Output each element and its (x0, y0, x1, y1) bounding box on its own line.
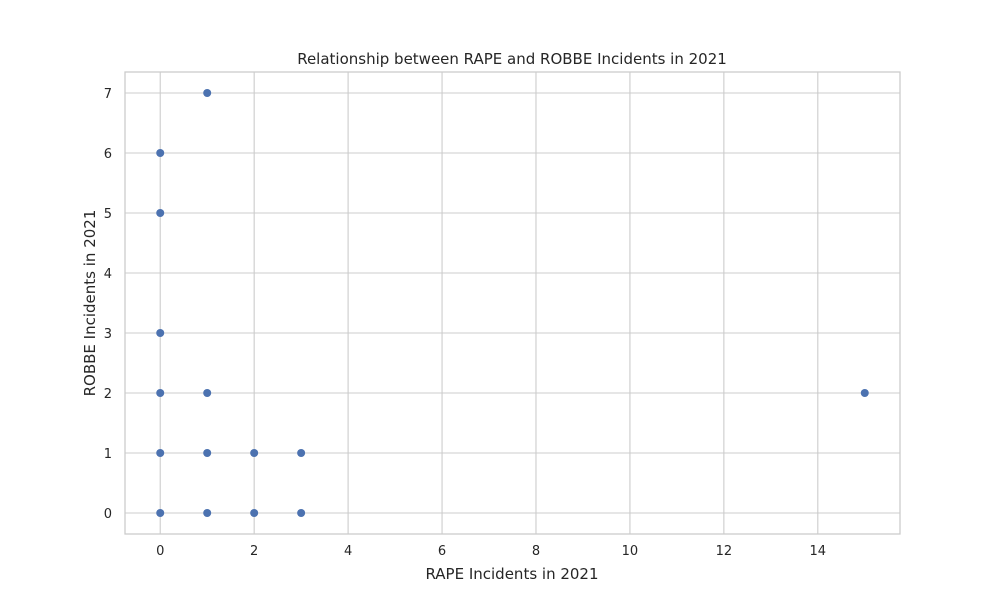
y-axis-label: ROBBE Incidents in 2021 (81, 210, 99, 397)
plot-frame (124, 71, 901, 535)
scatter-point (203, 89, 212, 97)
y-tick-label: 4 (104, 267, 112, 282)
x-tick-label: 14 (810, 544, 827, 559)
x-tick-label: 4 (344, 544, 352, 559)
x-tick-label: 2 (250, 544, 258, 559)
x-tick-label: 10 (622, 544, 639, 559)
x-tick-label: 0 (156, 544, 164, 559)
scatter-point (860, 389, 869, 397)
scatter-point (156, 209, 165, 217)
x-tick-label: 6 (438, 544, 446, 559)
scatter-point (297, 509, 306, 517)
grid-layer (125, 72, 900, 534)
scatter-point (156, 509, 165, 517)
scatter-point (297, 449, 306, 457)
scatter-point (203, 449, 212, 457)
y-tick-label: 7 (104, 87, 112, 102)
x-axis-label: RAPE Incidents in 2021 (425, 565, 598, 583)
scatter-point (156, 449, 165, 457)
scatter-point (156, 329, 165, 337)
y-tick-label: 1 (104, 447, 112, 462)
scatter-point (250, 509, 259, 517)
y-tick-label: 5 (104, 207, 112, 222)
x-tick-label: 12 (716, 544, 733, 559)
scatter-point (156, 149, 165, 157)
chart-title: Relationship between RAPE and ROBBE Inci… (297, 50, 727, 68)
data-point-layer (156, 89, 869, 517)
scatter-point (250, 449, 259, 457)
y-tick-label: 6 (104, 147, 112, 162)
x-tick-label: 8 (532, 544, 540, 559)
scatter-point (203, 509, 212, 517)
y-tick-label: 3 (104, 327, 112, 342)
scatter-point (203, 389, 212, 397)
y-tick-label: 0 (104, 507, 112, 522)
scatter-point (156, 389, 165, 397)
y-tick-label: 2 (104, 387, 112, 402)
